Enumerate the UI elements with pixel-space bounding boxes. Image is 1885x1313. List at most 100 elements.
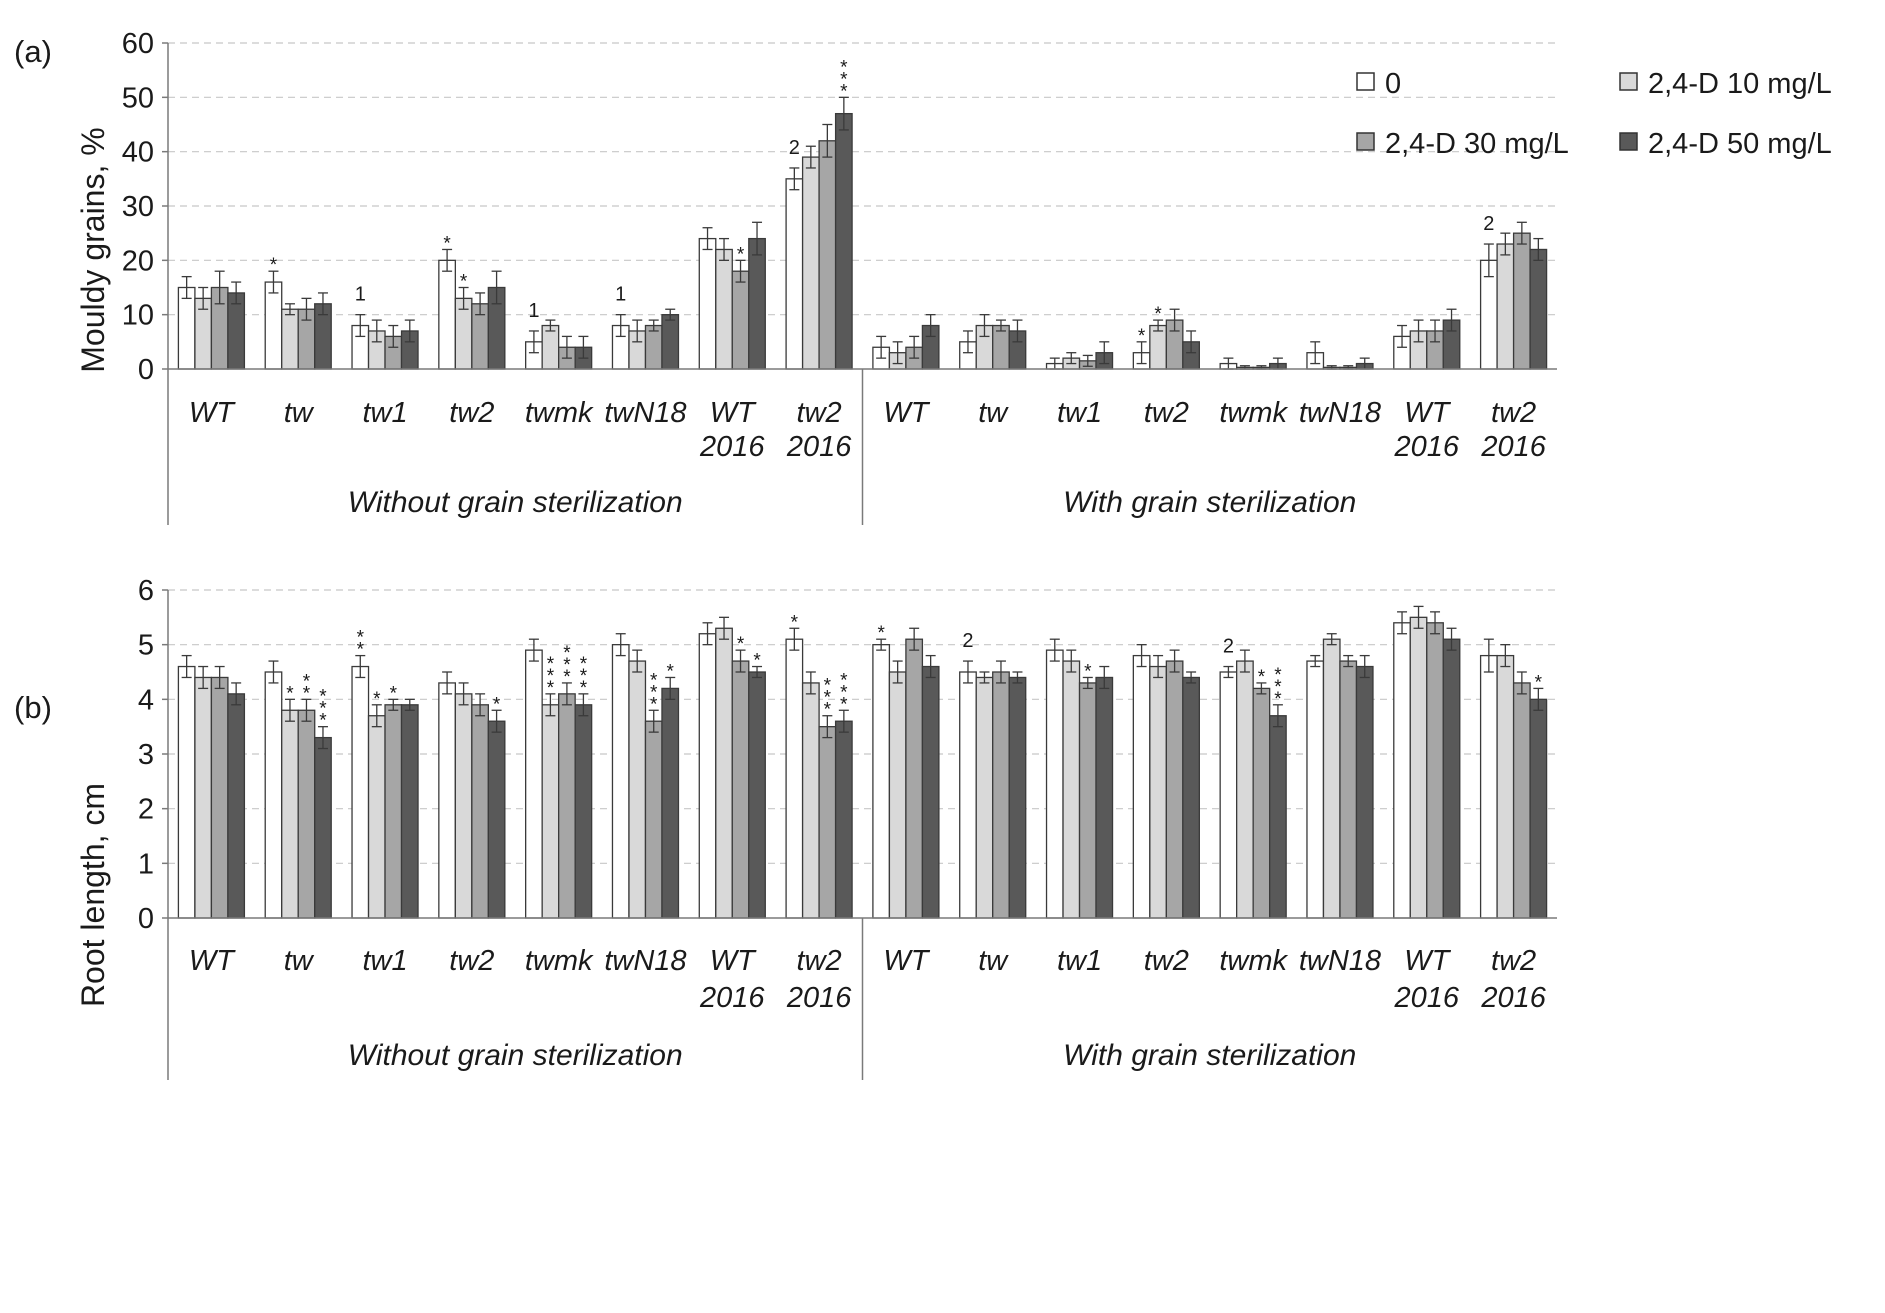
category-label: WT [189,945,236,977]
bar-b-13-3 [1355,665,1374,919]
error-bar [735,259,746,283]
legend-swatch-3 [1619,132,1638,151]
bar-b-2-0 [351,665,370,919]
bar-b-11-3 [1182,676,1200,919]
significance-mark: * [493,694,501,715]
bar-b-10-1 [1062,660,1081,919]
error-bar [388,698,399,711]
bar-b-1-1 [281,709,299,919]
error-bar [371,319,382,343]
error-bar [1310,654,1321,668]
bar-b-13-1 [1322,638,1341,919]
note-label: 2 [1223,636,1234,658]
error-bar [301,297,312,321]
y-tick-label: 20 [122,245,154,277]
error-bar [979,314,990,338]
panel-b-label: (b) [14,690,52,725]
error-bar [1169,308,1180,332]
category-label: tw [284,397,315,429]
legend-label-1: 2,4-D 10 mg/L [1648,68,1832,100]
error-bar [284,698,295,722]
bar-b-2-3 [400,704,419,919]
error-bar [1326,633,1337,646]
error-bar [995,319,1006,332]
bar-a-7-0 [785,178,804,370]
error-bar [404,698,415,711]
error-bar [491,270,502,305]
bar-b-0-0 [177,665,196,919]
significance-mark: * * * [580,654,588,699]
bar-a-11-1 [1149,324,1167,370]
error-bar [615,314,626,338]
y-tick-label: 40 [122,137,154,169]
bar-b-15-3 [1529,698,1548,919]
error-bar [317,726,328,750]
error-bar [1082,354,1093,367]
y-tick-label: 3 [138,739,154,771]
bar-b-10-2 [1078,682,1097,919]
error-bar [1500,232,1511,256]
significance-mark: * * * [547,654,555,699]
bar-a-3-0 [438,259,456,370]
category-label: tw1 [362,397,407,429]
error-bar [1533,687,1544,711]
category-label: tw [978,397,1009,429]
significance-mark: * [737,634,745,655]
error-bar [1239,649,1250,673]
error-bar [491,709,502,733]
bar-b-14-2 [1426,622,1444,919]
bar-b-9-0 [959,671,977,919]
error-bar [578,693,589,717]
bar-b-4-1 [541,704,560,919]
error-bar [181,275,192,300]
bar-b-8-2 [905,638,924,919]
error-bar [1397,611,1408,635]
bar-b-5-2 [644,720,663,919]
legend-label-2: 2,4-D 30 mg/L [1385,128,1569,160]
error-bar [909,335,920,359]
error-bar [1223,665,1234,679]
bar-b-15-2 [1512,682,1531,919]
category-label: 2016 [786,982,852,1014]
significance-mark: * [877,623,885,644]
error-bar [789,627,800,651]
bar-b-4-3 [574,704,593,919]
bar-b-8-3 [921,665,940,919]
error-bar [735,649,746,673]
bar-b-0-3 [227,693,246,919]
category-label: 2016 [1480,982,1546,1014]
panel-a-label: (a) [14,34,52,69]
bar-b-12-1 [1236,660,1254,919]
group-label: With grain sterilization [1063,1039,1356,1072]
significance-mark: * * [303,671,311,704]
note-label: 2 [789,137,800,159]
bar-b-1-2 [297,709,316,919]
error-bar [648,709,659,733]
note-label: 1 [528,300,539,322]
error-bar [632,649,643,673]
error-bar [752,221,763,256]
error-bar [615,633,626,657]
bar-a-7-1 [801,156,820,370]
significance-mark: * [1154,304,1162,325]
legend-item-1: 2,4-D 10 mg/L [1619,68,1832,100]
bar-b-0-1 [194,676,213,919]
category-label: 2016 [699,982,765,1014]
legend-swatch-0 [1356,72,1375,91]
error-bar [962,330,973,354]
error-bar [909,627,920,651]
category-label: twN18 [604,945,686,977]
bar-b-6-3 [748,671,766,919]
error-bar [702,227,713,251]
significance-mark: * [1535,672,1543,693]
bar-b-8-1 [888,671,907,919]
error-bar [1186,330,1197,354]
significance-mark: * * * [840,57,848,102]
bar-b-5-0 [611,644,630,919]
y-tick-label: 6 [138,575,154,607]
category-label: 2016 [1394,982,1460,1014]
panel-b-axes [162,589,1557,1080]
significance-mark: * * * [840,670,848,715]
bar-b-11-0 [1132,654,1151,919]
